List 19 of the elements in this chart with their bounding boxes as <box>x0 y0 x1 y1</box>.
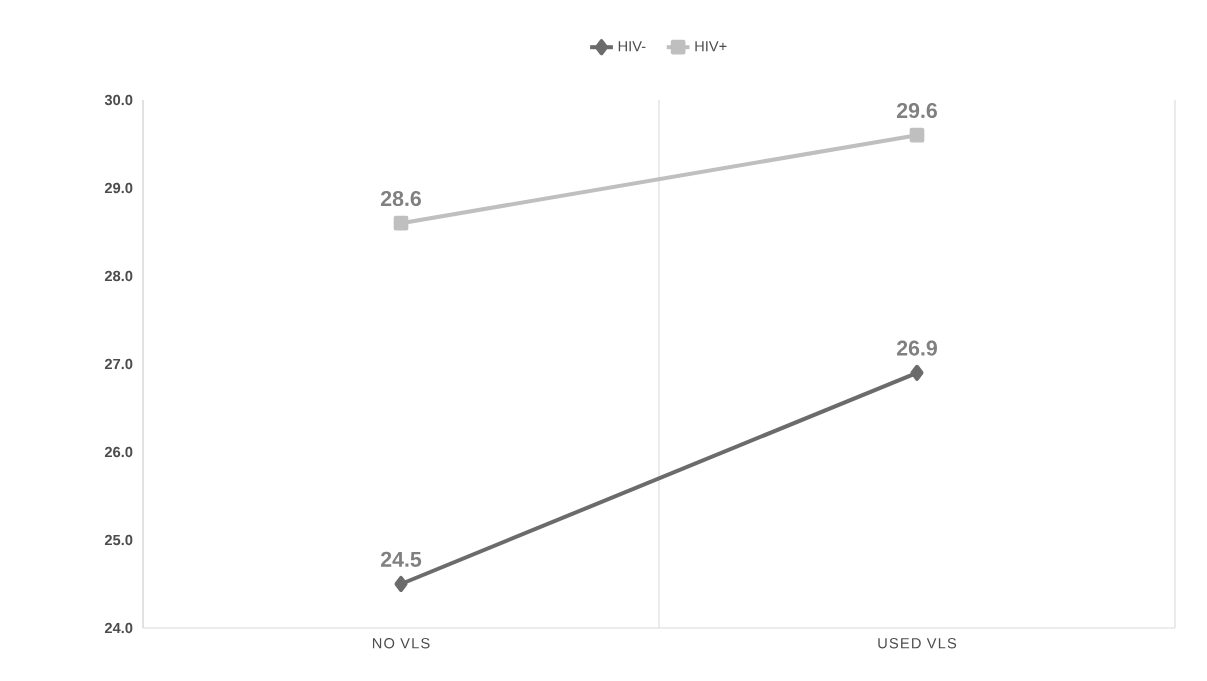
y-tick-label: 24.0 <box>104 622 133 634</box>
data-label: 26.9 <box>896 340 937 356</box>
point <box>910 364 924 381</box>
data-label: 29.6 <box>896 102 937 119</box>
point <box>394 575 408 592</box>
legend-label: HIV- <box>618 41 646 52</box>
data-label: 28.6 <box>380 190 421 207</box>
y-tick-label: 28.0 <box>104 270 133 282</box>
y-tick-label: 30.0 <box>104 94 133 106</box>
legend-label: HIV+ <box>695 41 727 52</box>
data-label: 24.5 <box>380 551 422 567</box>
x-tick-label: NO VLS <box>372 638 430 649</box>
point <box>393 215 409 231</box>
point <box>909 127 925 143</box>
y-tick-label: 26.0 <box>104 446 133 458</box>
y-tick-label: 25.0 <box>104 534 133 546</box>
y-tick-label: 29.0 <box>104 182 133 194</box>
x-tick-label: USED VLS <box>878 638 957 649</box>
y-tick-label: 27.0 <box>104 358 133 370</box>
